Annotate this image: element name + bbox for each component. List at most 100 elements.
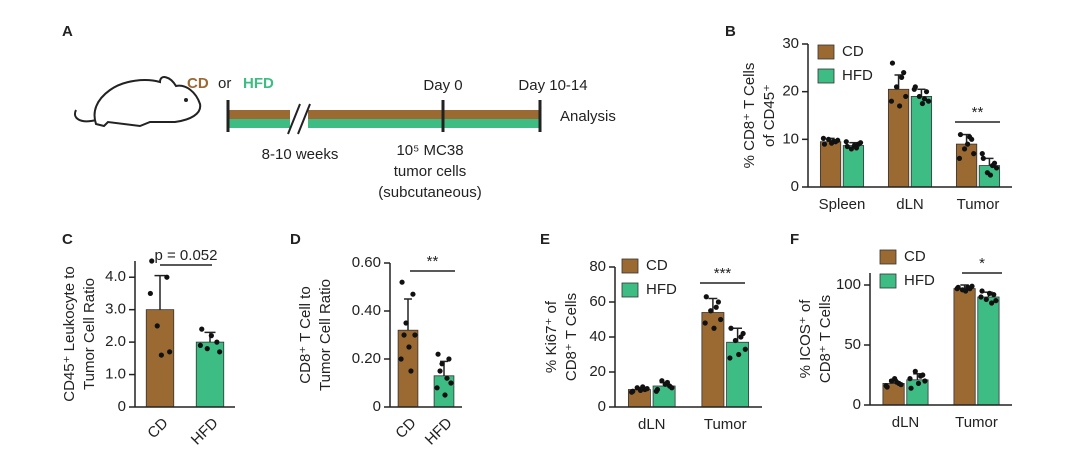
data-point bbox=[965, 284, 971, 290]
significance-label: * bbox=[979, 255, 985, 272]
break-slash bbox=[287, 103, 301, 135]
data-point bbox=[883, 383, 889, 389]
data-point bbox=[399, 279, 405, 285]
x-tick-label: dLN bbox=[638, 416, 666, 433]
data-point bbox=[653, 388, 659, 394]
y-tick-label: 60 bbox=[589, 293, 606, 310]
timeline-cd bbox=[228, 110, 540, 119]
data-point bbox=[971, 151, 977, 157]
panel-label: C bbox=[62, 231, 73, 248]
data-point bbox=[921, 96, 928, 102]
data-point bbox=[916, 93, 922, 100]
data-point bbox=[980, 155, 986, 161]
data-point bbox=[718, 316, 724, 323]
data-point bbox=[993, 165, 1000, 171]
legend-swatch bbox=[621, 282, 639, 298]
data-point bbox=[969, 283, 975, 289]
x-tick-label: dLN bbox=[896, 196, 924, 213]
data-point bbox=[208, 333, 214, 339]
bar bbox=[842, 145, 865, 188]
x-tick-label: HFD bbox=[422, 414, 456, 448]
data-point bbox=[964, 141, 971, 147]
legend-label: CD bbox=[842, 43, 864, 60]
data-point bbox=[664, 379, 671, 386]
break-slash bbox=[297, 103, 311, 135]
legend-swatch bbox=[621, 258, 639, 274]
bar bbox=[726, 341, 750, 408]
data-point bbox=[214, 339, 220, 345]
legend-swatch bbox=[817, 68, 835, 84]
injection: (subcutaneous) bbox=[378, 184, 481, 201]
data-point bbox=[167, 349, 173, 355]
legend-label: CD bbox=[904, 248, 926, 265]
data-point bbox=[903, 93, 909, 100]
y-axis-label: of CD45⁺ bbox=[761, 84, 778, 147]
data-point bbox=[979, 288, 985, 294]
data-point bbox=[957, 131, 964, 138]
bar bbox=[397, 329, 419, 408]
data-point bbox=[899, 74, 905, 80]
panel-label: A bbox=[62, 23, 73, 40]
data-point bbox=[408, 368, 414, 374]
legend-label: HFD bbox=[904, 272, 935, 289]
y-axis-label: Tumor Cell Ratio bbox=[81, 278, 98, 390]
y-tick-label: 0 bbox=[118, 398, 126, 415]
significance-label: *** bbox=[714, 265, 732, 282]
data-point bbox=[893, 84, 900, 90]
data-point bbox=[434, 385, 440, 391]
day-0: Day 0 bbox=[423, 77, 462, 94]
analysis: Analysis bbox=[560, 108, 616, 125]
data-point bbox=[820, 135, 827, 141]
day-end: Day 10-14 bbox=[518, 77, 587, 94]
data-point bbox=[835, 137, 841, 143]
data-point bbox=[989, 300, 995, 306]
data-point bbox=[831, 138, 837, 144]
y-tick-label: 0.40 bbox=[352, 302, 381, 319]
significance-label: ** bbox=[972, 104, 984, 121]
panel-label: D bbox=[290, 231, 301, 248]
data-point bbox=[825, 136, 832, 142]
timeline-hfd bbox=[228, 119, 540, 128]
x-tick-label: Tumor bbox=[955, 414, 998, 431]
data-point bbox=[442, 392, 448, 398]
y-tick-label: 10 bbox=[782, 130, 799, 147]
data-point bbox=[993, 298, 999, 304]
injection: 10⁵ MC38 bbox=[396, 142, 463, 159]
data-point bbox=[629, 389, 635, 395]
data-point bbox=[983, 296, 989, 302]
data-point bbox=[713, 304, 719, 310]
y-tick-label: 0.20 bbox=[352, 350, 381, 367]
y-axis-label: % Ki67⁺ of bbox=[543, 300, 560, 373]
data-point bbox=[907, 376, 913, 382]
y-tick-label: 50 bbox=[844, 336, 861, 353]
data-point bbox=[922, 378, 928, 384]
data-point bbox=[843, 139, 849, 145]
legend-swatch bbox=[879, 273, 897, 289]
data-point bbox=[894, 379, 900, 385]
data-point bbox=[853, 145, 860, 151]
data-point bbox=[435, 351, 441, 357]
y-axis-label: CD45⁺ Leukocyte to bbox=[61, 266, 78, 402]
data-point bbox=[901, 70, 907, 76]
significance-label: ** bbox=[427, 253, 439, 270]
bar bbox=[955, 143, 978, 188]
y-axis-label: % CD8⁺ T Cells bbox=[741, 63, 758, 169]
data-point bbox=[898, 382, 904, 388]
panel-label: B bbox=[725, 23, 736, 40]
data-point bbox=[912, 368, 918, 374]
legend-swatch bbox=[879, 249, 897, 265]
y-tick-label: 100 bbox=[836, 276, 861, 293]
y-tick-label: 20 bbox=[782, 83, 799, 100]
y-tick-label: 30 bbox=[782, 35, 799, 52]
data-point bbox=[911, 86, 917, 92]
data-point bbox=[896, 103, 903, 109]
x-tick-label: CD bbox=[144, 415, 171, 442]
data-point bbox=[398, 356, 404, 362]
data-point bbox=[908, 385, 914, 391]
data-point bbox=[154, 323, 160, 329]
data-point bbox=[204, 346, 210, 352]
data-point bbox=[742, 346, 748, 352]
bar bbox=[145, 309, 175, 408]
diet-hfd: HFD bbox=[243, 75, 274, 92]
duration: 8-10 weeks bbox=[262, 146, 339, 163]
